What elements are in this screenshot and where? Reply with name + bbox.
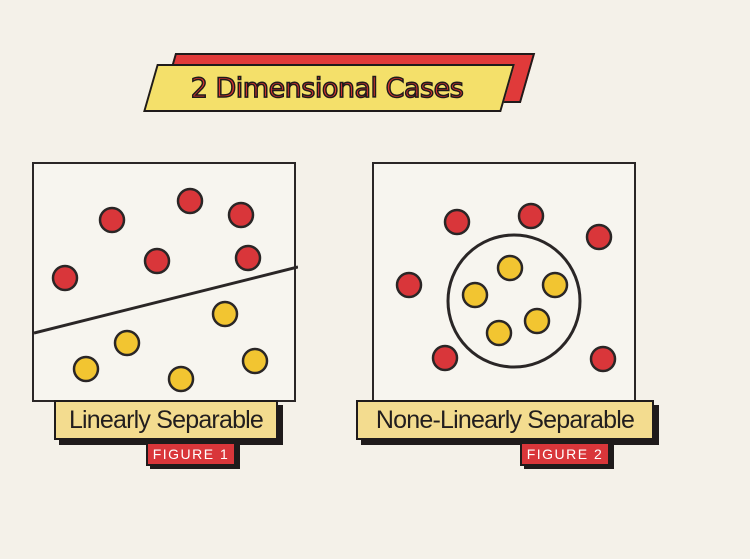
yellow-point	[241, 347, 269, 375]
yellow-point	[541, 271, 569, 299]
red-point	[51, 264, 79, 292]
yellow-point	[461, 281, 489, 309]
figure2-plot	[395, 202, 617, 373]
red-point	[585, 223, 613, 251]
figure2-label: None-Linearly Separable	[356, 400, 654, 440]
yellow-point	[72, 355, 100, 383]
yellow-point	[523, 307, 551, 335]
yellow-point	[496, 254, 524, 282]
red-point	[227, 201, 255, 229]
red-point	[98, 206, 126, 234]
red-point	[517, 202, 545, 230]
red-point	[589, 345, 617, 373]
red-point	[143, 247, 171, 275]
figure1-caption: FIGURE 1	[146, 442, 236, 466]
red-point	[443, 208, 471, 236]
figure1-plot	[34, 187, 298, 393]
red-point	[176, 187, 204, 215]
red-point	[431, 344, 459, 372]
yellow-point	[211, 300, 239, 328]
red-point	[234, 244, 262, 272]
banner-title: 2 Dimensional Cases	[190, 72, 465, 105]
yellow-point	[167, 365, 195, 393]
separating-circle	[446, 233, 582, 369]
figure1-label: Linearly Separable	[54, 400, 278, 440]
figure2-caption: FIGURE 2	[520, 442, 610, 466]
red-point	[395, 271, 423, 299]
figure1-panel	[32, 162, 298, 402]
yellow-point	[113, 329, 141, 357]
figure2-panel	[372, 162, 636, 402]
separating-line	[34, 265, 298, 335]
yellow-point	[485, 319, 513, 347]
